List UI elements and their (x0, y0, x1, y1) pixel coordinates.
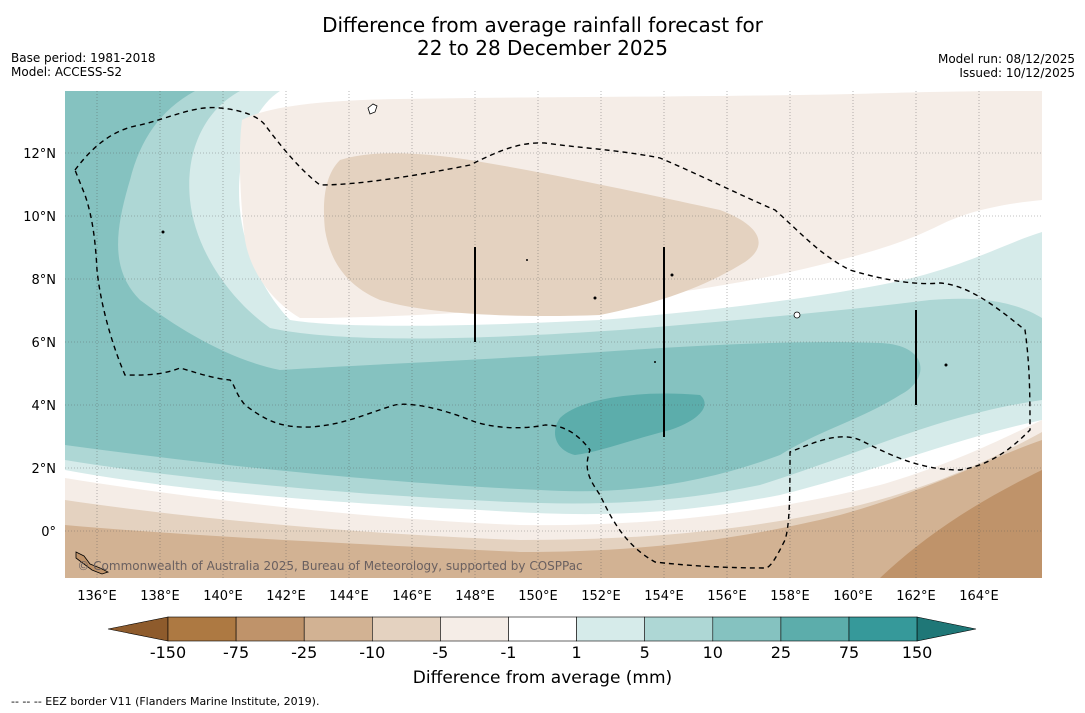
x-tick-label: 136°E (77, 589, 117, 604)
island-dot (593, 296, 597, 300)
x-tick-label: 152°E (581, 589, 621, 604)
contour-pos-left (65, 91, 120, 260)
colorbar-label: 1 (571, 643, 582, 662)
colorbar-extend-high (916, 616, 977, 642)
colorbar-label: 75 (838, 643, 860, 662)
colorbar-label: -5 (432, 643, 449, 662)
x-tick-label: 162°E (896, 589, 936, 604)
island-dot (526, 259, 528, 261)
island-dot (654, 361, 656, 363)
colorbar-swatch (644, 616, 714, 642)
x-tick-label: 154°E (644, 589, 684, 604)
colorbar-swatch (576, 616, 645, 642)
y-tick-label: 4°N (32, 399, 57, 414)
footnote: -- -- -- EEZ border V11 (Flanders Marine… (11, 695, 320, 708)
colorbar-label: -150 (149, 643, 187, 662)
base-period: Base period: 1981-2018 (11, 51, 156, 65)
x-tick-label: 156°E (707, 589, 747, 604)
colorbar-label: -10 (359, 643, 386, 662)
title-line-1: Difference from average rainfall forecas… (322, 13, 763, 37)
colorbar-swatch (712, 616, 782, 642)
colorbar-label: 150 (901, 643, 933, 662)
contour-south-neg-25 (880, 470, 1042, 578)
colorbar-label: 10 (702, 643, 723, 662)
colorbar-swatch (780, 616, 850, 642)
x-tick-label: 148°E (455, 589, 495, 604)
island-north (367, 103, 378, 115)
colorbar-swatch (848, 616, 918, 642)
colorbar-label: 5 (639, 643, 650, 662)
x-tick-label: 164°E (959, 589, 999, 604)
y-tick-label: 12°N (23, 147, 56, 162)
colorbar-label: -75 (223, 643, 250, 662)
x-tick-label: 138°E (140, 589, 180, 604)
model-name: Model: ACCESS-S2 (11, 65, 123, 79)
model-run: Model run: 08/12/2025 (937, 52, 1075, 66)
island-dot (670, 273, 674, 277)
y-tick-label: 6°N (32, 336, 57, 351)
x-tick-label: 142°E (266, 589, 306, 604)
anomaly-layer (65, 91, 1042, 578)
colorbar-swatch (167, 616, 237, 642)
y-tick-label: 8°N (32, 273, 57, 288)
colorbar-label: 25 (770, 643, 792, 662)
meta-left: Base period: 1981-2018 Model: ACCESS-S2 (11, 51, 156, 79)
colorbar-extend-low (107, 616, 169, 642)
colorbar (107, 616, 977, 642)
chart-title: Difference from average rainfall forecas… (0, 14, 1085, 60)
x-tick-label: 144°E (329, 589, 369, 604)
island-dot (161, 230, 165, 234)
y-tick-label: 0° (41, 525, 56, 540)
y-axis-ticks: 12°N 10°N 8°N 6°N 4°N 2°N 0° (23, 147, 56, 540)
issued-date: Issued: 10/12/2025 (959, 66, 1075, 80)
colorbar-swatch (303, 616, 373, 642)
x-tick-label: 140°E (203, 589, 243, 604)
colorbar-swatch (371, 616, 441, 642)
title-line-2: 22 to 28 December 2025 (416, 36, 668, 60)
colorbar-swatch (235, 616, 305, 642)
x-tick-label: 158°E (770, 589, 810, 604)
colorbar-swatch (440, 616, 509, 642)
colorbar-label: -25 (291, 643, 318, 662)
contour-pos-75 (555, 393, 705, 455)
colorbar-title: Difference from average (mm) (412, 668, 673, 688)
meta-right: Model run: 08/12/2025 Issued: 10/12/2025 (938, 52, 1075, 80)
gridlines (65, 91, 1042, 578)
y-tick-label: 10°N (23, 210, 56, 225)
copyright-text: © Commonwealth of Australia 2025, Bureau… (77, 559, 582, 573)
island-dot (944, 363, 948, 367)
colorbar-label: -1 (500, 643, 517, 662)
x-tick-label: 150°E (518, 589, 558, 604)
island-pohnpei (793, 311, 801, 319)
contour-south-neg-10 (65, 440, 1042, 578)
contour-pos-25 (65, 91, 921, 492)
x-tick-label: 160°E (833, 589, 873, 604)
island-southwest (75, 551, 110, 575)
x-tick-label: 146°E (392, 589, 432, 604)
y-tick-label: 2°N (32, 462, 57, 477)
contour-neg-5 (323, 153, 759, 317)
x-axis-ticks: 136°E 138°E 140°E 142°E 144°E 146°E 148°E 150°E… (77, 589, 999, 604)
colorbar-swatch (508, 616, 577, 642)
